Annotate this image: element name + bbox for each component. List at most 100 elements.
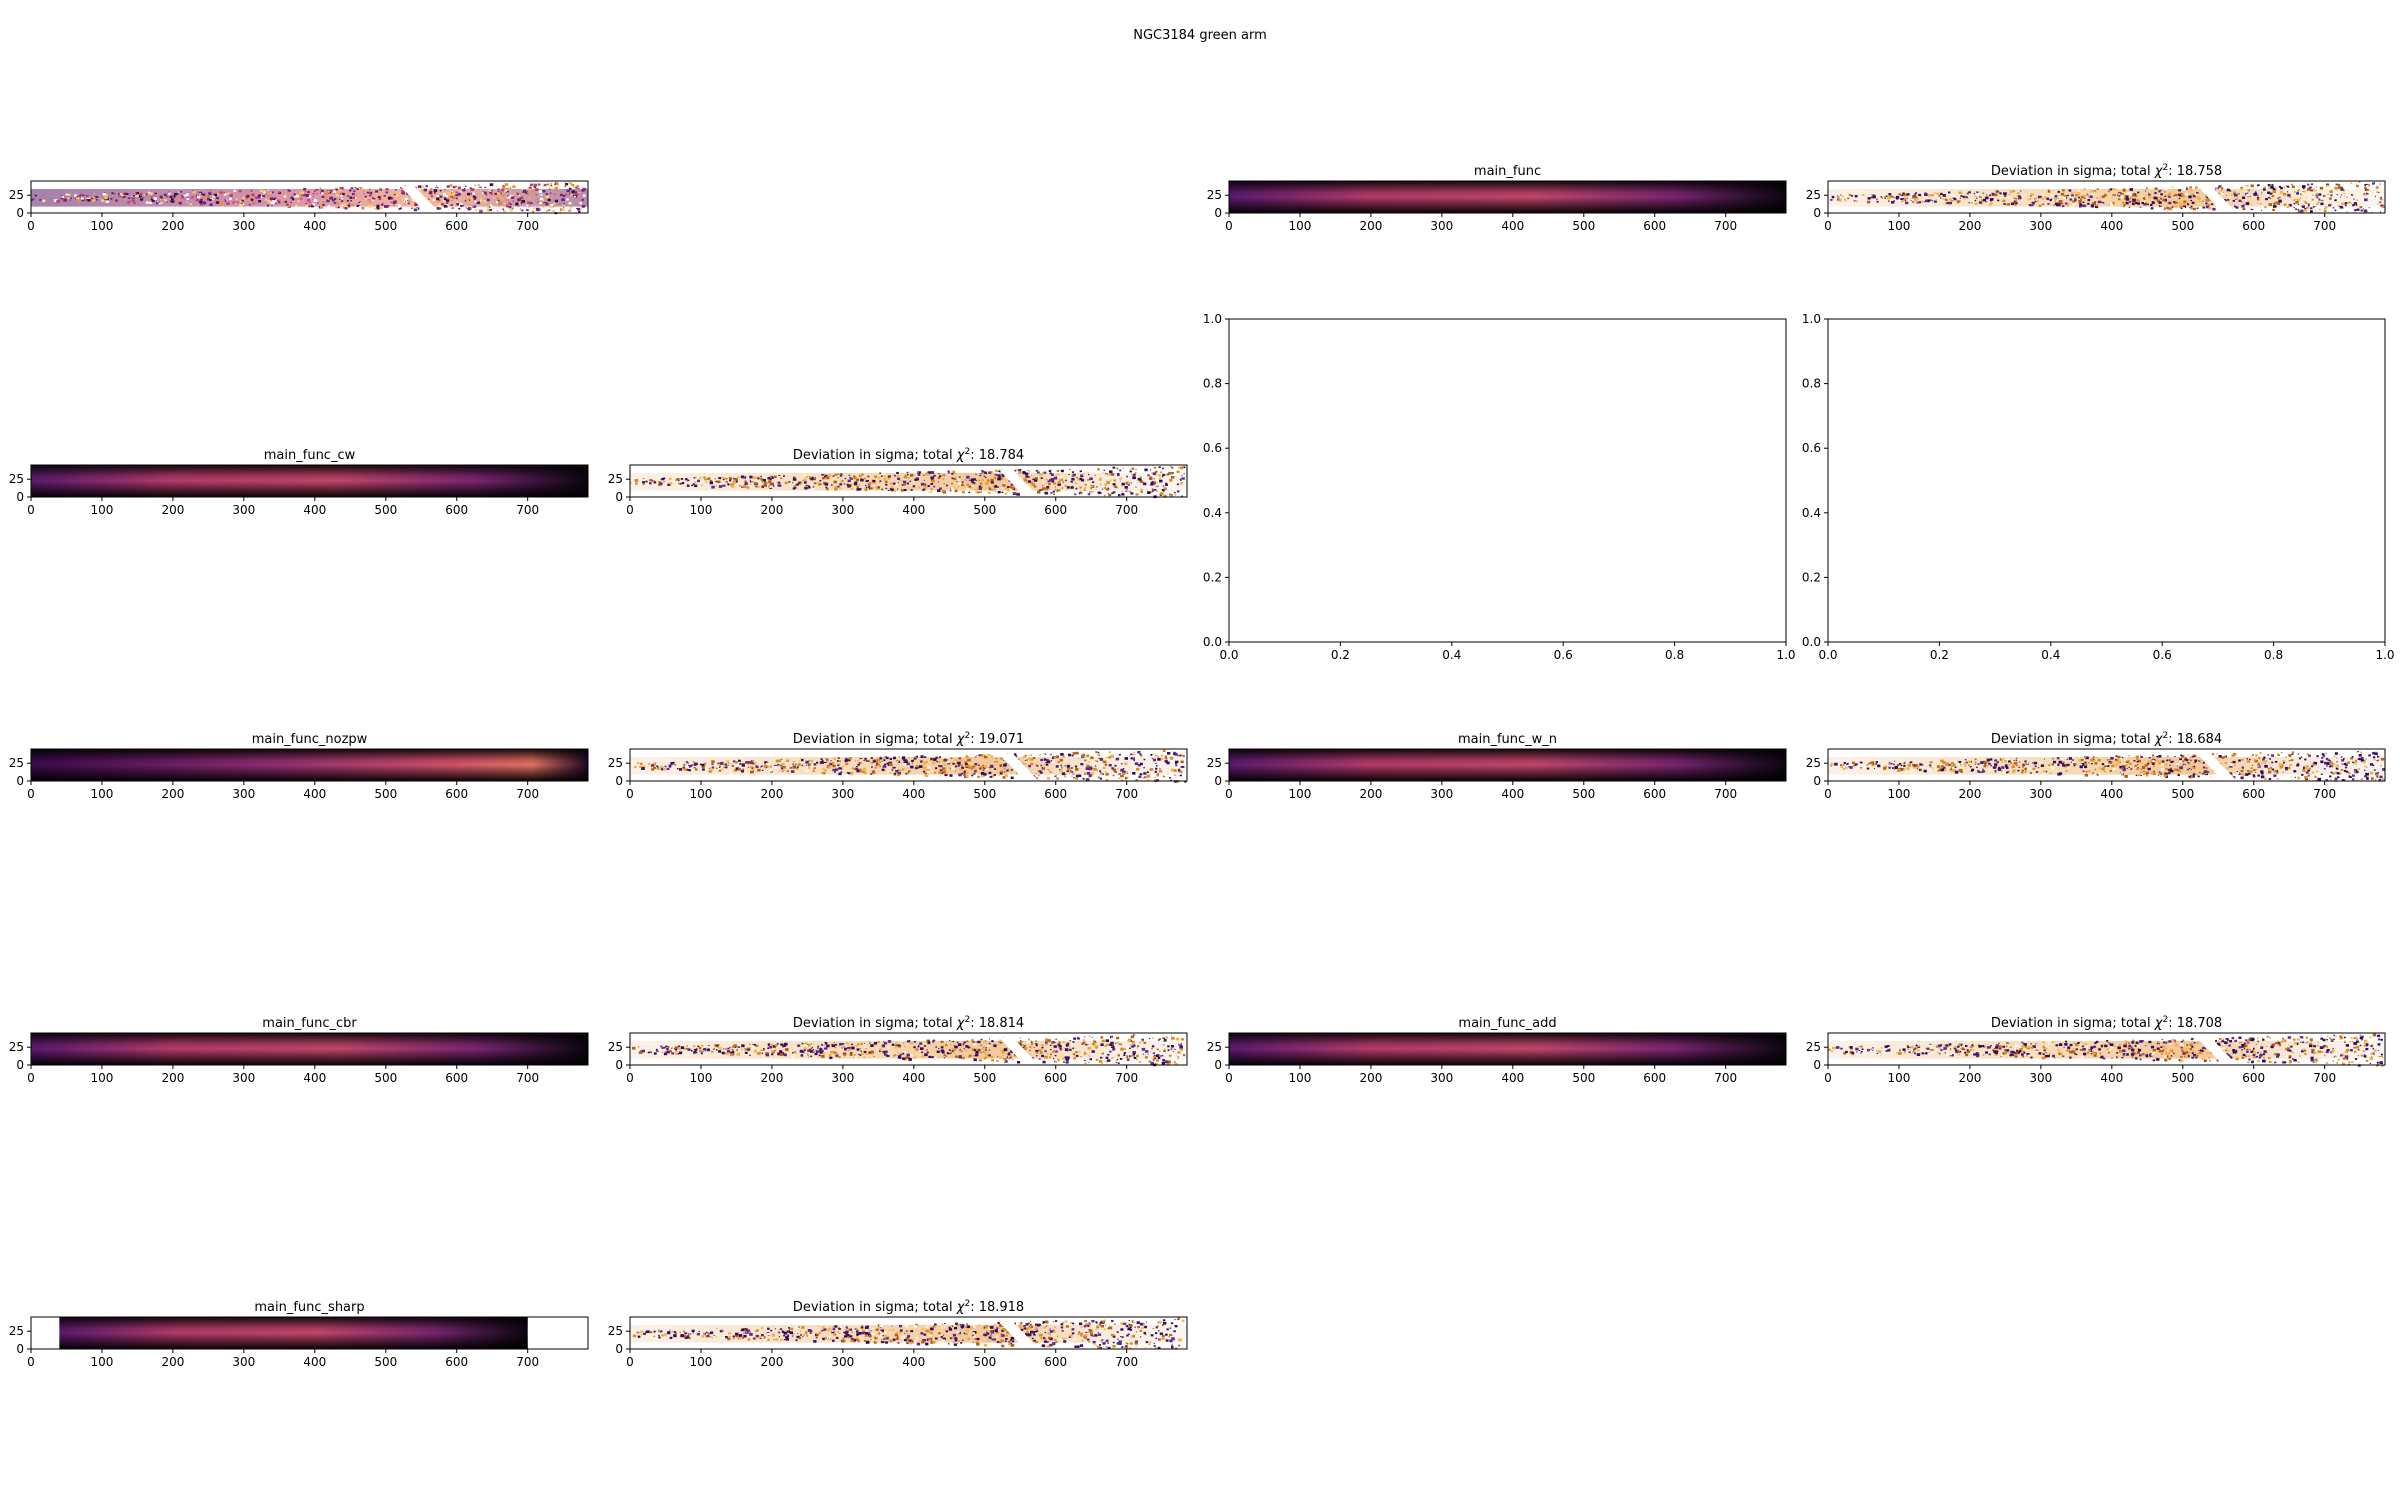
- x-tick-label: 500: [374, 219, 397, 233]
- x-tick-label: 0: [1225, 1071, 1233, 1085]
- x-tick-label: 300: [831, 787, 854, 801]
- x-tick-label: 400: [303, 219, 326, 233]
- x-tick-label: 200: [760, 503, 783, 517]
- x-tick-label: 200: [1958, 219, 1981, 233]
- y-tick-label: 1.0: [1802, 312, 1821, 326]
- x-tick-label: 100: [690, 1355, 713, 1369]
- x-tick-label: 200: [760, 787, 783, 801]
- x-tick-label: 600: [1044, 503, 1067, 517]
- axes-frame: [629, 748, 1188, 782]
- subplot-15: Deviation in sigma; total χ2: 18.708 0 100…: [1806, 1015, 2386, 1085]
- x-tick-label: 700: [516, 219, 539, 233]
- subplot-9: Deviation in sigma; total χ2: 19.071 0 100…: [608, 731, 1188, 801]
- x-tick-label: 100: [91, 1355, 114, 1369]
- y-tick-label: 0.6: [1802, 441, 1821, 455]
- x-tick-label: 700: [1115, 1355, 1138, 1369]
- x-tick-label: 400: [1501, 1071, 1524, 1085]
- x-tick-label: 200: [1958, 1071, 1981, 1085]
- y-tick-label: 0: [615, 490, 623, 504]
- x-tick-label: 1.0: [2375, 648, 2394, 662]
- x-tick-label: 500: [374, 503, 397, 517]
- x-tick-label: 500: [1572, 1071, 1595, 1085]
- x-tick-label: 500: [2171, 219, 2194, 233]
- y-tick-label: 0: [1813, 1058, 1821, 1072]
- x-tick-label: 0: [626, 787, 634, 801]
- x-tick-label: 700: [1115, 503, 1138, 517]
- x-tick-label: 600: [1044, 1355, 1067, 1369]
- x-tick-label: 0.8: [1665, 648, 1684, 662]
- subplot-3: Deviation in sigma; total χ2: 18.758 0 100…: [1806, 163, 2386, 233]
- subplot-6: 0.0 0.2 0.4 0.6 0.8 1.0 0.0 0.2 0.4 0.6 0.8 1.0: [1203, 312, 1796, 662]
- axes-frame: [629, 1316, 1188, 1350]
- x-tick-label: 0: [1824, 787, 1832, 801]
- x-tick-label: 600: [2242, 787, 2265, 801]
- x-tick-label: 500: [973, 1355, 996, 1369]
- x-tick-label: 400: [303, 787, 326, 801]
- x-tick-label: 100: [91, 219, 114, 233]
- subplot-title: Deviation in sigma; total χ2: 18.814: [793, 1015, 1024, 1031]
- x-tick-label: 300: [1430, 219, 1453, 233]
- x-tick-label: 700: [1714, 787, 1737, 801]
- x-tick-label: 700: [516, 1071, 539, 1085]
- y-tick-label: 0: [1214, 206, 1222, 220]
- x-tick-label: 500: [2171, 1071, 2194, 1085]
- x-tick-label: 200: [161, 1355, 184, 1369]
- x-tick-label: 300: [2029, 219, 2052, 233]
- y-tick-label: 0: [1813, 774, 1821, 788]
- y-tick-label: 0.8: [1802, 377, 1821, 391]
- x-tick-label: 600: [445, 219, 468, 233]
- y-tick-label: 25: [608, 1324, 623, 1338]
- axes-frame: [1228, 748, 1787, 782]
- x-tick-label: 100: [690, 503, 713, 517]
- x-tick-label: 300: [831, 1071, 854, 1085]
- y-tick-label: 0: [1214, 774, 1222, 788]
- x-tick-label: 400: [902, 1071, 925, 1085]
- x-tick-label: 100: [1888, 219, 1911, 233]
- axes-frame: [1827, 180, 2386, 214]
- x-tick-label: 600: [445, 503, 468, 517]
- subplot-title: Deviation in sigma; total χ2: 18.684: [1991, 731, 2222, 747]
- y-tick-label: 0: [1813, 206, 1821, 220]
- x-tick-label: 100: [1888, 1071, 1911, 1085]
- subplot-title: Deviation in sigma; total χ2: 18.708: [1991, 1015, 2222, 1031]
- subplot-title: main_func_add: [1458, 1016, 1556, 1031]
- x-tick-label: 300: [232, 503, 255, 517]
- y-tick-label: 25: [608, 1040, 623, 1054]
- y-tick-label: 25: [608, 756, 623, 770]
- x-tick-label: 400: [303, 503, 326, 517]
- x-tick-label: 100: [91, 787, 114, 801]
- x-tick-label: 300: [1430, 1071, 1453, 1085]
- x-tick-label: 100: [690, 1071, 713, 1085]
- x-tick-label: 600: [1643, 1071, 1666, 1085]
- panel-grid: 0 100 200 300 400 500 600 700 0 25 main_func 0 100 20…: [9, 163, 2395, 1369]
- x-tick-label: 400: [303, 1355, 326, 1369]
- x-tick-label: 400: [902, 503, 925, 517]
- x-tick-label: 0: [626, 1071, 634, 1085]
- x-tick-label: 0: [1225, 219, 1233, 233]
- subplot-1: 0 100 200 300 400 500 600 700 0 25: [9, 180, 589, 233]
- subplot-title: Deviation in sigma; total χ2: 18.758: [1991, 163, 2222, 179]
- x-tick-label: 1.0: [1776, 648, 1795, 662]
- y-tick-label: 0.2: [1802, 570, 1821, 584]
- x-tick-label: 200: [161, 1071, 184, 1085]
- x-tick-label: 200: [1958, 787, 1981, 801]
- x-tick-label: 0.8: [2264, 648, 2283, 662]
- x-tick-label: 0.0: [1818, 648, 1837, 662]
- y-tick-label: 0.0: [1802, 635, 1821, 649]
- subplot-title: main_func_cw: [264, 448, 356, 463]
- x-tick-label: 0: [27, 1071, 35, 1085]
- subplot-7: 0.0 0.2 0.4 0.6 0.8 1.0 0.0 0.2 0.4 0.6 0.8 1.0: [1802, 312, 2395, 662]
- x-tick-label: 300: [2029, 787, 2052, 801]
- y-tick-label: 0: [615, 774, 623, 788]
- x-tick-label: 100: [1289, 787, 1312, 801]
- axes-frame: [629, 464, 1188, 498]
- subplot-11: Deviation in sigma; total χ2: 18.684 0 100…: [1806, 731, 2386, 801]
- axes-frame: [1827, 748, 2386, 782]
- axes-frame: [1827, 1032, 2386, 1066]
- y-tick-label: 0: [16, 1342, 24, 1356]
- x-tick-label: 500: [973, 1071, 996, 1085]
- x-tick-label: 700: [2313, 787, 2336, 801]
- x-tick-label: 600: [445, 1355, 468, 1369]
- x-tick-label: 0.4: [2041, 648, 2060, 662]
- x-tick-label: 600: [2242, 1071, 2265, 1085]
